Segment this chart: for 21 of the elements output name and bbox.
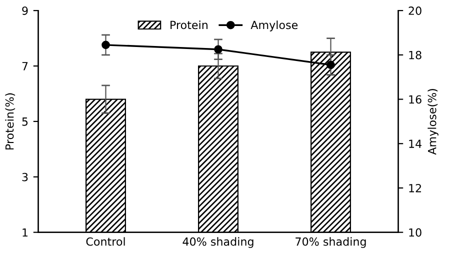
y2-tick-label: 18: [409, 50, 422, 60]
y-axis-title: Protein(%): [5, 93, 16, 150]
y2-tick-label: 14: [409, 140, 422, 148]
y2-tick-label: 12: [409, 184, 421, 192]
y-tick-label: 5: [22, 118, 28, 126]
y2-tick-label: 10: [409, 228, 422, 237]
y2-tick-label: 20: [408, 6, 422, 15]
point: [214, 45, 222, 54]
x-tick-label: Control: [86, 237, 125, 246]
legend-label: Amylose: [250, 20, 298, 32]
x-tick-label: 70% shading: [296, 237, 366, 248]
x-tick-label: 40% shading: [182, 237, 254, 248]
legend-label: Protein: [170, 20, 208, 30]
y-tick-label: 1: [22, 228, 28, 237]
point: [326, 60, 335, 70]
y-tick-label: 7: [22, 62, 28, 70]
y-tick-label: 9: [22, 6, 28, 15]
y2-tick-label: 16: [409, 95, 422, 104]
y-tick-label: 3: [22, 172, 28, 182]
y2-axis-title: Amylose(%): [428, 89, 438, 155]
point: [102, 40, 110, 50]
